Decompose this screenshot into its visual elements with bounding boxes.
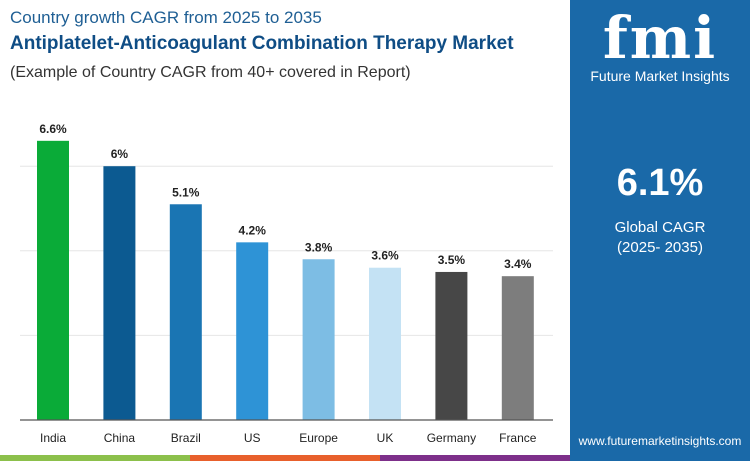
data-label: 5.1% xyxy=(172,185,200,199)
bar-brazil xyxy=(169,204,202,420)
chart-note: (Example of Country CAGR from 40+ covere… xyxy=(10,64,411,81)
bar-uk xyxy=(369,267,401,420)
global-cagr-value: 6.1% xyxy=(616,162,704,204)
data-label: 3.4% xyxy=(504,257,532,271)
data-label: 3.6% xyxy=(371,249,399,263)
chart-title: Antiplatelet-Anticoagulant Combination T… xyxy=(10,33,514,54)
data-label: 6% xyxy=(111,147,129,161)
data-label: 3.5% xyxy=(438,253,466,267)
x-tick-label: India xyxy=(40,431,66,445)
x-tick-label: Germany xyxy=(427,431,476,445)
x-tick-label: France xyxy=(499,431,537,445)
x-tick-label: Brazil xyxy=(171,431,201,445)
data-label: 3.8% xyxy=(305,240,333,254)
bar-europe xyxy=(302,259,335,420)
label-line1: Global CAGR xyxy=(614,219,706,236)
stripe-orange xyxy=(190,455,380,461)
bar-china xyxy=(103,166,136,420)
summary-panel: fmi Future Market Insights 6.1% Global C… xyxy=(570,0,750,461)
bar-germany xyxy=(435,271,468,420)
bar-chart: 6.6% India 6% China 5.1% Brazil 4.2% US 3.8% Euro… xyxy=(20,122,553,445)
x-tick-label: Europe xyxy=(299,431,338,445)
bar-india xyxy=(37,140,69,420)
x-tick-label: China xyxy=(104,431,136,445)
label-line2: (2025- 2035) xyxy=(617,239,703,256)
x-tick-label: US xyxy=(244,431,261,445)
data-label: 4.2% xyxy=(239,223,267,237)
x-tick-label: UK xyxy=(377,431,394,445)
bar-us xyxy=(236,242,269,420)
website-link[interactable]: www.futuremarketinsights.com xyxy=(578,434,742,448)
logo-text: fmi xyxy=(602,4,718,72)
bar-france xyxy=(501,276,534,420)
fmi-logo: fmi Future Market Insights xyxy=(570,8,750,84)
data-label: 6.6% xyxy=(39,122,67,136)
stripe-purple xyxy=(380,455,570,461)
logo-subtitle: Future Market Insights xyxy=(590,68,730,84)
stripe-green xyxy=(0,455,190,461)
global-cagr-label: Global CAGR (2025- 2035) xyxy=(570,218,750,258)
chart-subtitle: Country growth CAGR from 2025 to 2035 xyxy=(10,8,322,27)
